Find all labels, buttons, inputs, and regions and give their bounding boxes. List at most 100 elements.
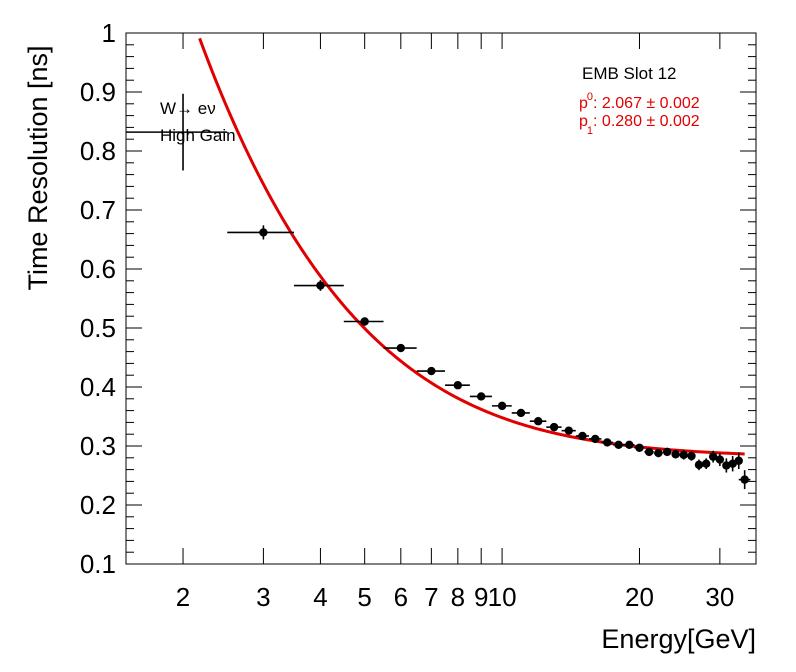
data-point xyxy=(679,450,688,460)
data-marker xyxy=(654,448,663,458)
fit-param-p0-label: p0: 2.067 ± 0.002 xyxy=(579,91,700,112)
data-marker xyxy=(259,228,268,237)
data-marker xyxy=(715,455,725,464)
gain-annotation: High Gain xyxy=(160,126,236,145)
x-tick-label: 9 xyxy=(474,582,488,612)
data-marker xyxy=(578,431,587,441)
y-tick-label: 0.9 xyxy=(80,77,116,107)
data-marker xyxy=(516,408,526,418)
y-tick-label: 0.6 xyxy=(80,254,116,284)
data-marker xyxy=(687,451,696,461)
data-marker xyxy=(701,459,711,468)
y-axis-title: Time Resolution [ns] xyxy=(23,45,53,290)
x-tick-label: 8 xyxy=(451,582,465,612)
x-tick-label: 20 xyxy=(625,582,654,612)
data-marker xyxy=(316,281,325,290)
x-tick-label: 6 xyxy=(394,582,408,612)
axes-layer: 0.10.20.30.40.50.60.70.80.912 3 4 5 6 7 8 9 10 20… xyxy=(80,18,756,612)
data-point xyxy=(511,408,530,418)
data-point xyxy=(383,343,417,353)
data-point xyxy=(546,422,562,432)
y-tick-label: 0.7 xyxy=(80,195,116,225)
data-point xyxy=(708,450,718,463)
data-point xyxy=(738,470,751,490)
data-marker xyxy=(476,392,486,401)
y-tick-label: 0.5 xyxy=(80,313,116,343)
data-point xyxy=(445,381,470,390)
data-point xyxy=(343,317,384,326)
data-point xyxy=(653,448,663,458)
data-marker xyxy=(644,447,654,457)
data-marker xyxy=(662,447,672,457)
fit-p1-symbol: p xyxy=(579,113,588,130)
x-tick-label: 10 xyxy=(488,582,517,612)
data-point xyxy=(734,452,743,470)
data-point xyxy=(722,458,731,473)
x-tick-label: 7 xyxy=(424,582,438,612)
data-points-layer xyxy=(126,93,751,490)
data-marker xyxy=(614,440,623,450)
data-marker xyxy=(722,461,731,470)
y-tick-label: 0.4 xyxy=(80,372,116,402)
data-marker xyxy=(734,456,743,465)
data-marker xyxy=(671,450,680,459)
data-point xyxy=(469,392,492,401)
series-label: EMB Slot 12 xyxy=(582,64,677,83)
fit-p1-subscript: 1 xyxy=(587,125,593,137)
data-marker xyxy=(591,434,600,444)
fit-p1-value: : 0.280 ± 0.002 xyxy=(593,113,700,130)
y-tick-label: 0.2 xyxy=(80,490,116,520)
data-marker xyxy=(635,443,644,452)
y-tick-label: 0.1 xyxy=(80,549,116,579)
data-point xyxy=(644,447,654,457)
data-marker xyxy=(708,452,718,461)
data-marker xyxy=(625,440,634,450)
y-tick-label: 0.8 xyxy=(80,136,116,166)
data-marker xyxy=(534,417,543,426)
data-point xyxy=(671,450,680,459)
data-marker xyxy=(694,460,704,470)
x-tick-label: 4 xyxy=(313,582,327,612)
fit-p0-symbol: p xyxy=(579,95,588,112)
data-point xyxy=(561,426,576,435)
data-marker xyxy=(453,381,463,390)
data-point xyxy=(715,453,725,467)
data-point xyxy=(613,440,625,450)
data-point xyxy=(575,431,589,441)
data-point xyxy=(293,280,344,291)
data-marker xyxy=(360,317,369,326)
data-point xyxy=(227,225,294,240)
data-marker xyxy=(497,401,507,411)
x-tick-label: 3 xyxy=(256,582,270,612)
y-tick-label: 0.3 xyxy=(80,431,116,461)
x-tick-label: 5 xyxy=(357,582,371,612)
data-point xyxy=(694,459,704,471)
fit-p0-subscript: 0 xyxy=(587,91,593,103)
data-point xyxy=(624,440,635,450)
data-point xyxy=(687,451,696,461)
x-tick-label: 2 xyxy=(176,582,190,612)
data-point xyxy=(601,438,614,447)
data-point xyxy=(701,458,711,470)
data-point xyxy=(634,443,645,452)
data-point xyxy=(491,401,512,411)
x-axis-title: Energy[GeV] xyxy=(601,624,756,654)
data-marker xyxy=(564,426,573,435)
plot-frame xyxy=(125,32,757,565)
data-marker xyxy=(740,475,749,484)
process-annotation: W→ eν xyxy=(160,99,216,118)
data-marker xyxy=(396,343,406,353)
data-point xyxy=(416,366,446,376)
data-point xyxy=(529,417,547,426)
fit-p0-value: : 2.067 ± 0.002 xyxy=(593,95,700,112)
data-marker xyxy=(603,438,612,447)
fit-param-p1-label: p1: 0.280 ± 0.002 xyxy=(579,113,700,137)
data-point xyxy=(662,447,672,457)
data-marker xyxy=(549,422,559,432)
data-marker xyxy=(679,450,688,460)
data-marker xyxy=(427,366,436,376)
data-point xyxy=(126,93,228,171)
x-tick-label: 30 xyxy=(705,582,734,612)
y-tick-label: 1 xyxy=(102,18,116,48)
